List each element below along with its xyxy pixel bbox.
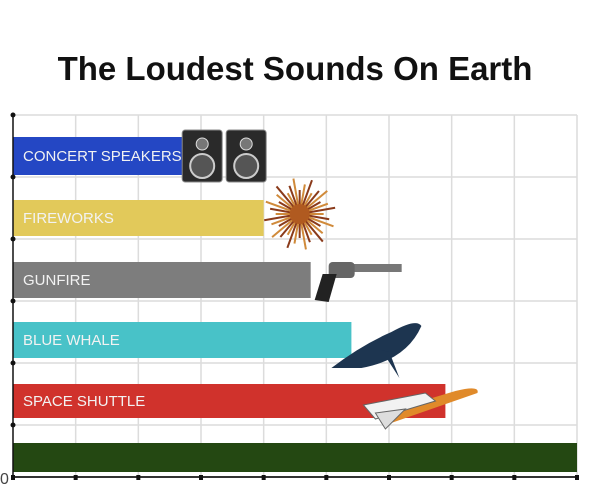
bar [13, 322, 352, 358]
x-tick-label: 0 [0, 471, 9, 488]
bar-label: FIREWORKS [23, 210, 114, 227]
x-tick [449, 475, 454, 480]
bar-label: CONCERT SPEAKERS [23, 148, 182, 165]
revolver-icon [314, 262, 402, 302]
fireworks-icon [264, 178, 336, 250]
y-tick [10, 360, 16, 366]
bar [13, 200, 264, 236]
bar [13, 137, 183, 175]
x-tick [512, 475, 517, 480]
bar [13, 443, 577, 472]
x-tick [575, 475, 579, 480]
space-shuttle-icon [362, 388, 478, 430]
speakers-icon [181, 129, 267, 183]
y-tick [10, 112, 16, 118]
y-tick [10, 422, 16, 428]
y-tick [10, 174, 16, 180]
x-tick [199, 475, 203, 480]
bar-label: SPACE SHUTTLE [23, 393, 145, 410]
bar [13, 262, 311, 298]
bar-label: BLUE WHALE [23, 332, 120, 349]
y-tick [10, 298, 16, 304]
x-tick [73, 475, 78, 480]
whale-icon [331, 323, 422, 378]
x-tick [324, 475, 329, 480]
x-tick [136, 475, 141, 480]
chart-title: The Loudest Sounds On Earth [57, 50, 533, 87]
y-tick [10, 236, 16, 242]
x-tick [387, 475, 391, 480]
bar-label: GUNFIRE [23, 272, 91, 289]
x-tick [11, 475, 15, 480]
x-tick [261, 475, 266, 480]
